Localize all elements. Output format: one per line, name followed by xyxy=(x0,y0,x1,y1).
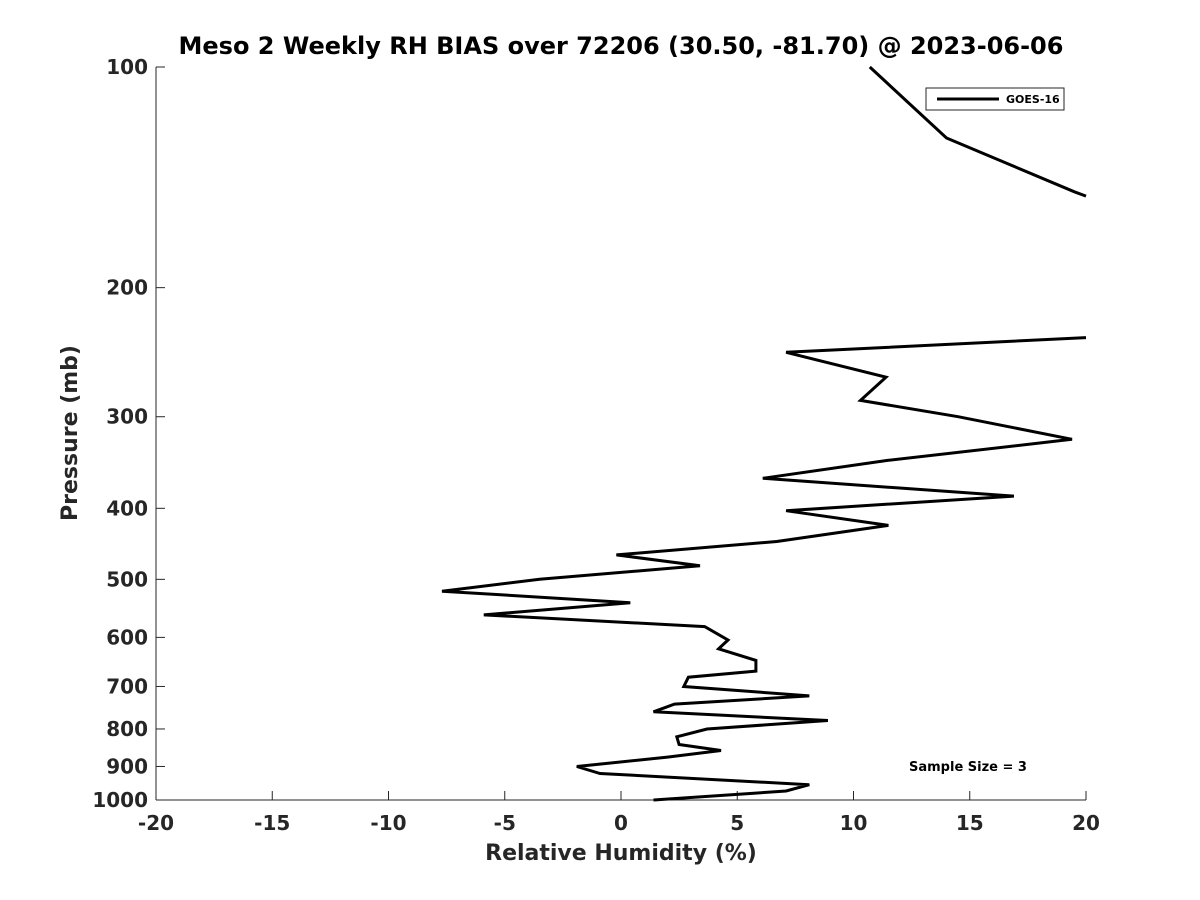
y-tick-label: 1000 xyxy=(92,788,148,812)
sample-size-annotation: Sample Size = 3 xyxy=(909,760,1027,775)
y-ticks: 100 200 300 400 500 600 700 800 900 1000 xyxy=(92,55,165,812)
legend: GOES-16 xyxy=(925,87,1065,111)
legend-label: GOES-16 xyxy=(1006,93,1060,106)
x-axis-label: Relative Humidity (%) xyxy=(485,841,757,866)
y-tick-label: 400 xyxy=(106,496,148,520)
chart-title: Meso 2 Weekly RH BIAS over 72206 (30.50,… xyxy=(179,32,1064,60)
y-tick-label: 300 xyxy=(106,405,148,429)
y-tick-label: 200 xyxy=(106,276,148,300)
series-line-goes16-segment-2 xyxy=(441,336,1087,802)
x-tick-label: -10 xyxy=(370,811,406,835)
y-tick-label: 500 xyxy=(106,567,148,591)
x-tick-label: 10 xyxy=(840,811,868,835)
x-tick-label: 0 xyxy=(614,811,628,835)
y-axis-label: Pressure (mb) xyxy=(58,345,83,521)
x-tick-label: 15 xyxy=(956,811,984,835)
x-tick-label: -5 xyxy=(494,811,516,835)
series-lines xyxy=(441,65,1087,802)
y-tick-label: 800 xyxy=(106,717,148,741)
series-line-goes16-segment-1 xyxy=(868,65,1087,198)
x-tick-label: -20 xyxy=(138,811,174,835)
y-tick-label: 900 xyxy=(106,754,148,778)
y-tick-label: 700 xyxy=(106,674,148,698)
x-tick-label: 20 xyxy=(1072,811,1100,835)
y-tick-label: 100 xyxy=(106,55,148,79)
x-tick-label: -15 xyxy=(254,811,290,835)
y-tick-label: 600 xyxy=(106,625,148,649)
plot-area: -20 -15 -10 -5 0 5 10 15 20 100 200 300 400 500 600 70… xyxy=(92,55,1100,835)
x-tick-label: 5 xyxy=(730,811,744,835)
